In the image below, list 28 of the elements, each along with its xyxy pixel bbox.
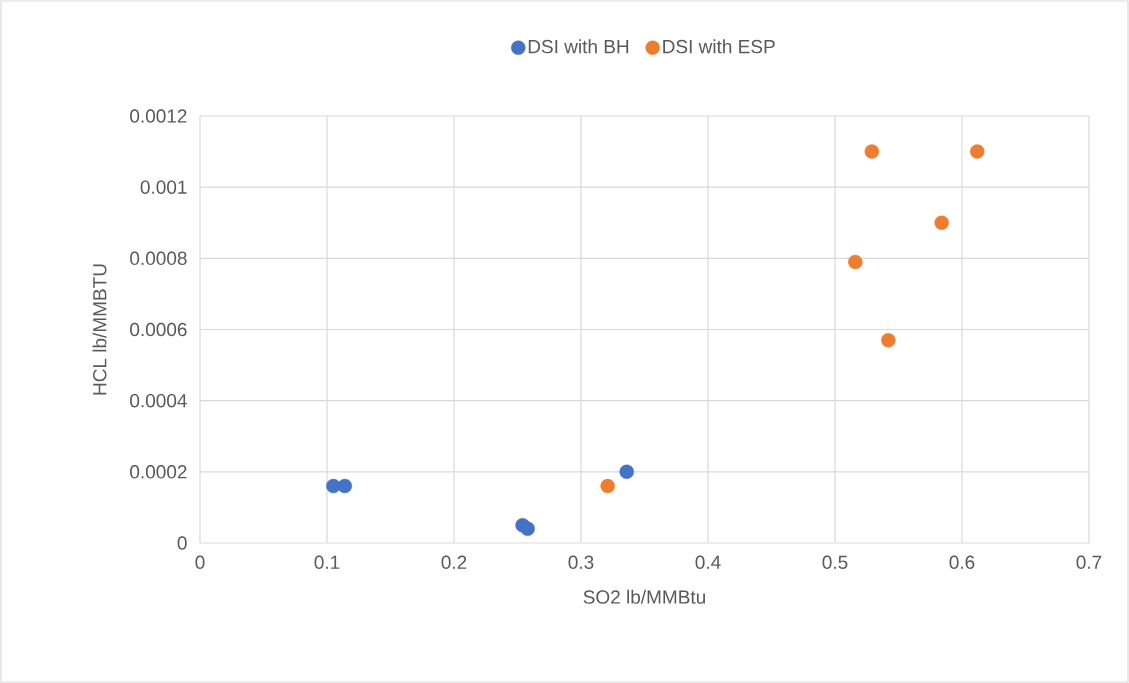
x-tick-label: 0.3 — [568, 555, 594, 569]
legend-label: DSI with ESP — [663, 39, 775, 54]
point — [970, 144, 985, 159]
x-tick-label: 0.6 — [949, 555, 975, 569]
point — [864, 144, 880, 159]
x-axis-title: SO2 lb/MMBtu — [583, 589, 705, 604]
x-tick-label: 0.1 — [314, 555, 340, 569]
x-tick-label: 0.4 — [695, 555, 721, 569]
y-axis-title: HCL lb/MMBTU — [92, 264, 107, 395]
legend-label: DSI with BH — [528, 39, 629, 54]
x-tick-label: 0.7 — [1076, 555, 1102, 569]
y-tick-label: 0.0008 — [130, 251, 187, 266]
y-tick-label: 0 — [177, 536, 187, 550]
y-tick-label: 0.0012 — [130, 109, 187, 123]
point — [848, 254, 863, 270]
x-tick-label: 0.2 — [441, 555, 467, 569]
point — [881, 332, 896, 348]
x-tick-label: 0 — [195, 555, 205, 569]
y-tick-label: 0.0006 — [130, 322, 187, 337]
point — [934, 215, 949, 230]
y-tick-label: 0.0004 — [130, 393, 187, 408]
point — [337, 478, 352, 494]
y-tick-label: 0.001 — [140, 180, 187, 194]
y-tick-label: 0.0002 — [130, 465, 187, 479]
point — [619, 464, 634, 480]
point — [520, 521, 535, 536]
x-tick-label: 0.5 — [822, 555, 848, 569]
point — [600, 478, 615, 494]
